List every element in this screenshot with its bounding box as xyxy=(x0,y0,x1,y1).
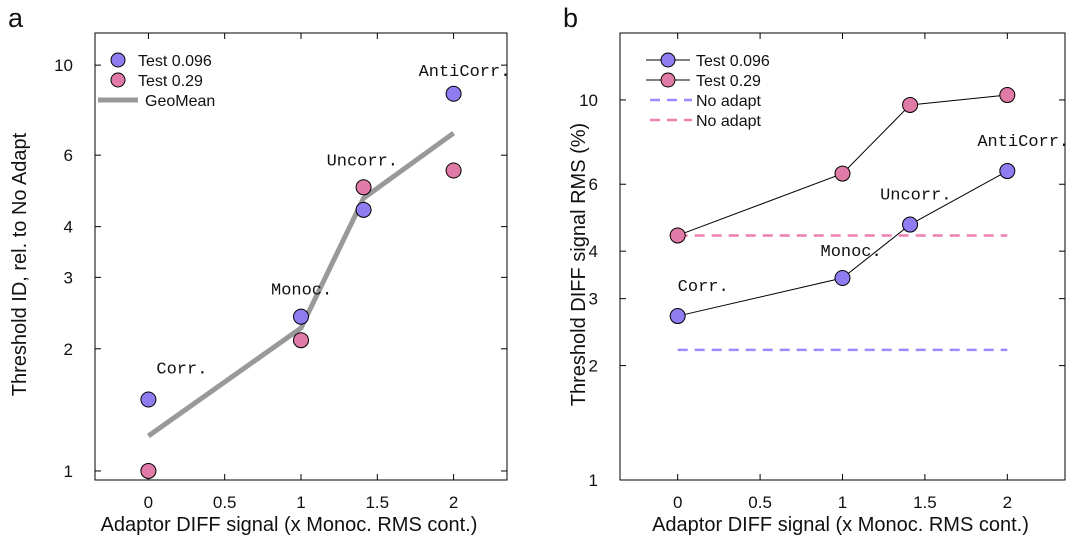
y-tick-label: 10 xyxy=(579,91,598,110)
point-annotation: Corr. xyxy=(156,360,207,379)
series-connector-line xyxy=(677,94,1008,236)
x-tick-label: 0 xyxy=(144,493,153,512)
data-point xyxy=(902,96,919,113)
x-tick-label: 2 xyxy=(449,493,458,512)
x-tick-label: 0.5 xyxy=(748,493,772,512)
series-connector-line xyxy=(677,170,1008,317)
y-tick-label: 4 xyxy=(64,218,73,237)
series-line-geomean xyxy=(146,131,456,438)
x-tick-label: 0.5 xyxy=(213,493,237,512)
data-point xyxy=(669,227,686,244)
x-axis-label: Adaptor DIFF signal (x Monoc. RMS cont.) xyxy=(101,514,478,536)
y-tick-label: 1 xyxy=(589,471,598,490)
x-tick-label: 0 xyxy=(673,493,682,512)
data-point xyxy=(140,462,157,479)
panel-label: b xyxy=(563,3,578,33)
x-tick-label: 1.5 xyxy=(365,493,389,512)
data-point xyxy=(293,332,309,349)
point-annotation: Corr. xyxy=(678,278,729,297)
y-axis-label: Threshold ID, rel. to No Adapt xyxy=(9,132,31,396)
data-point xyxy=(445,85,462,102)
panel-b: 0 0.5 1 1.5 2 1 2 3 4 6 10 Adaptor DIFF signal (x M… xyxy=(563,3,1069,536)
legend-label: Test 0.29 xyxy=(138,73,203,90)
panel-label: a xyxy=(8,3,24,33)
data-point xyxy=(140,391,157,408)
legend-label: No adapt xyxy=(696,113,761,130)
data-point xyxy=(902,216,919,233)
legend: Test 0.096 Test 0.29 No adapt No adapt xyxy=(646,52,770,130)
data-point xyxy=(834,165,851,182)
y-tick-label: 6 xyxy=(64,146,73,165)
data-point xyxy=(355,179,372,196)
legend-marker xyxy=(660,72,676,88)
point-annotation: AntiCorr. xyxy=(419,63,511,82)
y-tick-label: 2 xyxy=(64,340,73,359)
panel-a: 0 0.5 1 1.5 2 1 2 3 4 6 10 Adaptor DIFF signal (x M… xyxy=(8,3,510,536)
legend-label: GeoMean xyxy=(145,93,215,110)
point-annotation: Monoc. xyxy=(271,282,332,301)
legend-label: No adapt xyxy=(696,93,761,110)
y-tick-label: 3 xyxy=(64,268,73,287)
point-annotation: Uncorr. xyxy=(880,187,951,206)
data-point xyxy=(999,87,1016,104)
y-tick-label: 6 xyxy=(589,175,598,194)
legend-marker xyxy=(110,52,126,68)
x-tick-label: 2 xyxy=(1003,493,1012,512)
data-point xyxy=(445,162,462,179)
data-point xyxy=(669,308,686,325)
x-tick-label: 1 xyxy=(296,493,305,512)
legend-marker xyxy=(110,72,126,88)
data-point xyxy=(293,308,309,325)
y-axis-label: Threshold DIFF signal RMS (%) xyxy=(568,123,590,406)
y-tick-label: 3 xyxy=(589,290,598,309)
y-tick-label: 1 xyxy=(64,462,73,481)
point-annotation: AntiCorr. xyxy=(977,133,1069,152)
legend-label: Test 0.096 xyxy=(696,53,770,70)
legend-marker xyxy=(660,52,676,68)
x-tick-label: 1 xyxy=(838,493,847,512)
legend-label: Test 0.096 xyxy=(138,53,212,70)
y-tick-label: 2 xyxy=(589,357,598,376)
point-annotation: Uncorr. xyxy=(327,152,398,171)
data-point xyxy=(834,269,851,286)
y-tick-label: 10 xyxy=(54,56,73,75)
x-tick-label: 1.5 xyxy=(913,493,937,512)
x-axis-label: Adaptor DIFF signal (x Monoc. RMS cont.) xyxy=(652,514,1029,536)
data-point xyxy=(355,201,372,218)
data-point xyxy=(999,163,1016,180)
y-tick-label: 4 xyxy=(589,242,598,261)
legend-label: Test 0.29 xyxy=(696,73,761,90)
point-annotation: Monoc. xyxy=(821,243,882,262)
legend: Test 0.096 Test 0.29 GeoMean xyxy=(98,52,215,110)
